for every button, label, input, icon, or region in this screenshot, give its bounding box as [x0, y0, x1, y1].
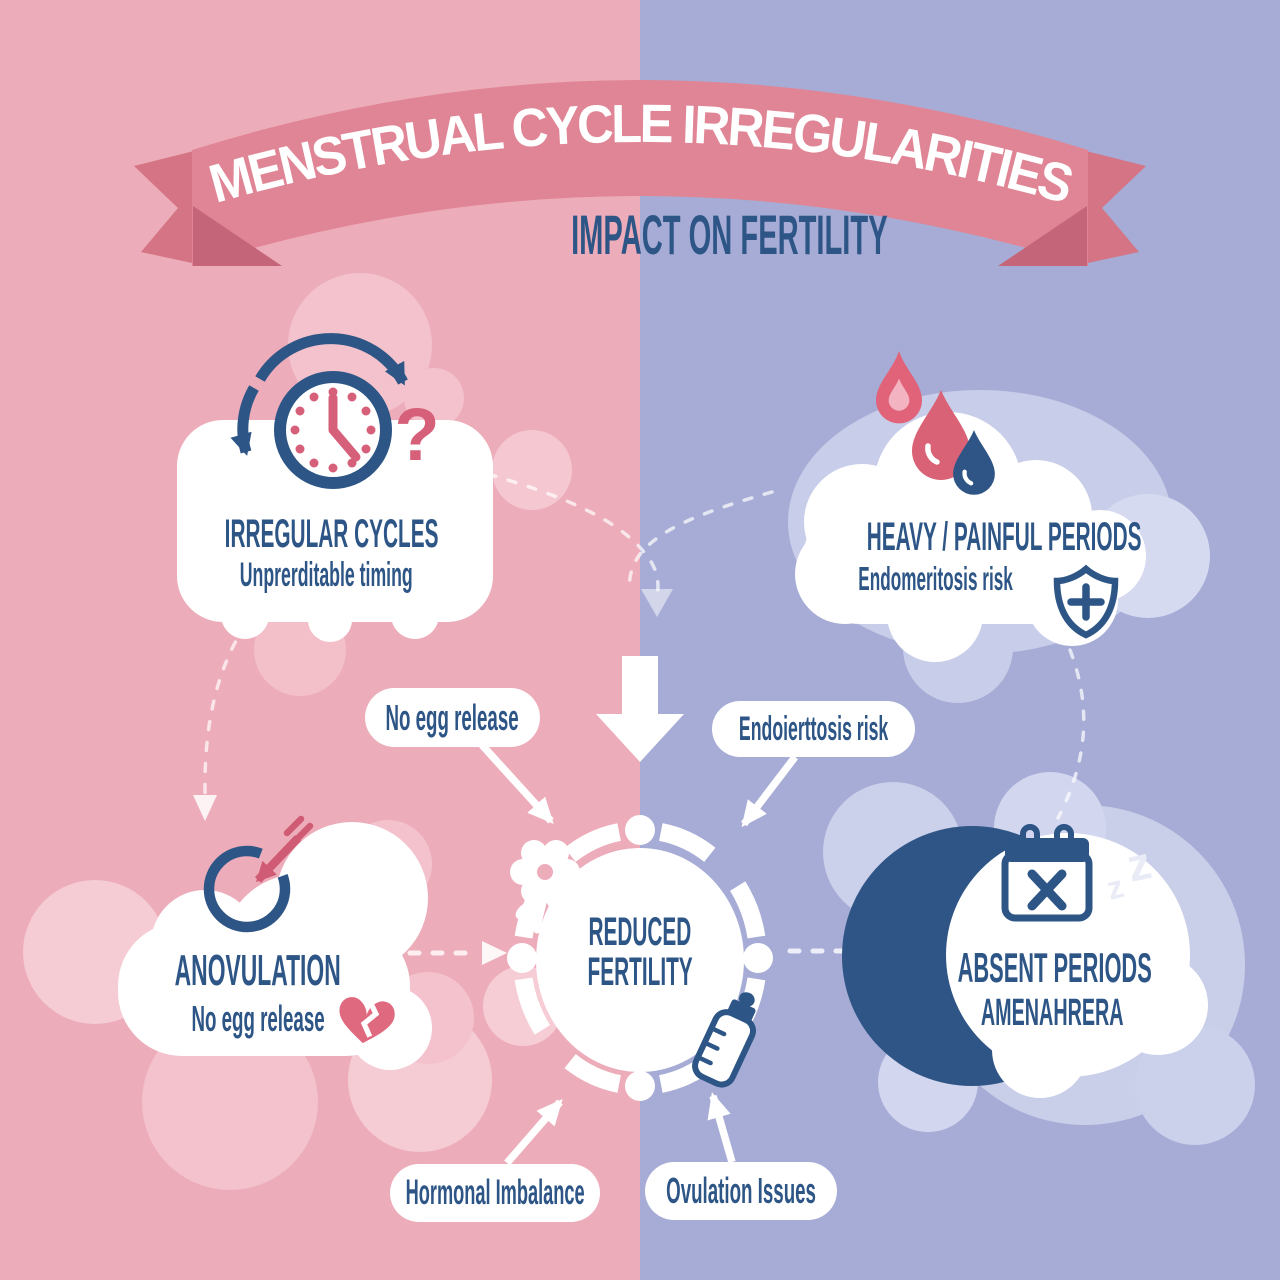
connector-irregular-to-center — [486, 472, 660, 598]
irregular-cycles-subtitle: Unprerditable timing — [239, 556, 413, 594]
flame-icon — [876, 350, 922, 424]
ribbon-tail-left — [134, 150, 206, 266]
down-arrow-icon — [596, 656, 684, 762]
heavy-painful-card — [795, 412, 1146, 662]
center-label-line2: FERTILITY — [587, 950, 693, 994]
dashed-horizontal-connectors — [407, 948, 845, 956]
callout-hormonal-imbalance: Hormonal Imbalance — [390, 1164, 600, 1222]
absent-periods-title: ABSENT PERIODS — [957, 944, 1153, 991]
clock-cycle-icon — [230, 333, 408, 489]
ring-dot-left — [507, 943, 537, 973]
arrow-ovulation-to-center — [707, 1092, 736, 1164]
callout-no-egg-release: No egg release — [365, 688, 540, 747]
heavy-painful-title: HEAVY / PAINFUL PERIODS — [866, 515, 1142, 559]
ribbon-fold-left — [193, 206, 282, 266]
title-ribbon: MENSTRUAL CYCLE IRREGULARITIES — [134, 80, 1146, 266]
irregular-cycles-card — [177, 420, 493, 642]
ring-dot-bottom — [625, 1071, 655, 1101]
target-arrow-icon — [203, 815, 314, 933]
anovulation-subtitle: No egg release — [191, 998, 325, 1039]
blood-drop-blue-icon — [953, 430, 995, 495]
reduced-fertility-hub — [507, 815, 773, 1101]
ring-dot-right — [743, 943, 773, 973]
irregular-cycles-title: IRREGULAR CYCLES — [224, 512, 439, 556]
connector-irregular-to-anovulation — [203, 622, 248, 796]
anovulation-card — [118, 822, 432, 1070]
broken-heart-icon — [339, 997, 395, 1044]
center-circle — [536, 848, 744, 1072]
banner-subtitle: IMPACT ON FERTILITY — [571, 203, 888, 266]
center-label-line1: REDUCED — [588, 910, 692, 954]
arrow-endo-to-center — [741, 754, 798, 828]
flower-icon — [510, 840, 580, 934]
shield-plus-icon — [1053, 564, 1119, 639]
converge-arrowhead-icon — [641, 589, 673, 617]
arrow-hormonal-to-center — [504, 1098, 563, 1166]
callout-arrows — [479, 742, 798, 1166]
question-mark-icon: ? — [394, 393, 439, 476]
heavy-painful-subtitle: Endomeritosis risk — [858, 560, 1014, 597]
ribbon-fold-right — [998, 206, 1087, 266]
connector-heavy-to-center — [627, 490, 774, 594]
calendar-x-icon — [1001, 824, 1093, 922]
callout-endometriosis-risk: Endoierttosis risk — [712, 701, 915, 757]
absent-periods-subtitle: AMENAHRERA — [980, 992, 1124, 1034]
connector-heavy-to-absent — [1056, 648, 1086, 820]
anovulation-title: ANOVULATION — [174, 946, 342, 995]
baby-bottle-icon — [692, 992, 757, 1088]
ribbon-tail-right — [1074, 150, 1146, 266]
ribbon-band — [192, 80, 1088, 266]
ring-dot-top — [625, 815, 655, 845]
callout-ovulation-issues: Ovulation Issues — [645, 1162, 837, 1220]
left-curve-arrowhead-icon — [193, 795, 217, 821]
left-horizontal-arrowhead-icon — [482, 941, 507, 965]
arrow-no-egg-to-center — [479, 742, 554, 824]
blood-drop-icon — [912, 390, 970, 480]
dashed-connectors — [203, 472, 1086, 820]
